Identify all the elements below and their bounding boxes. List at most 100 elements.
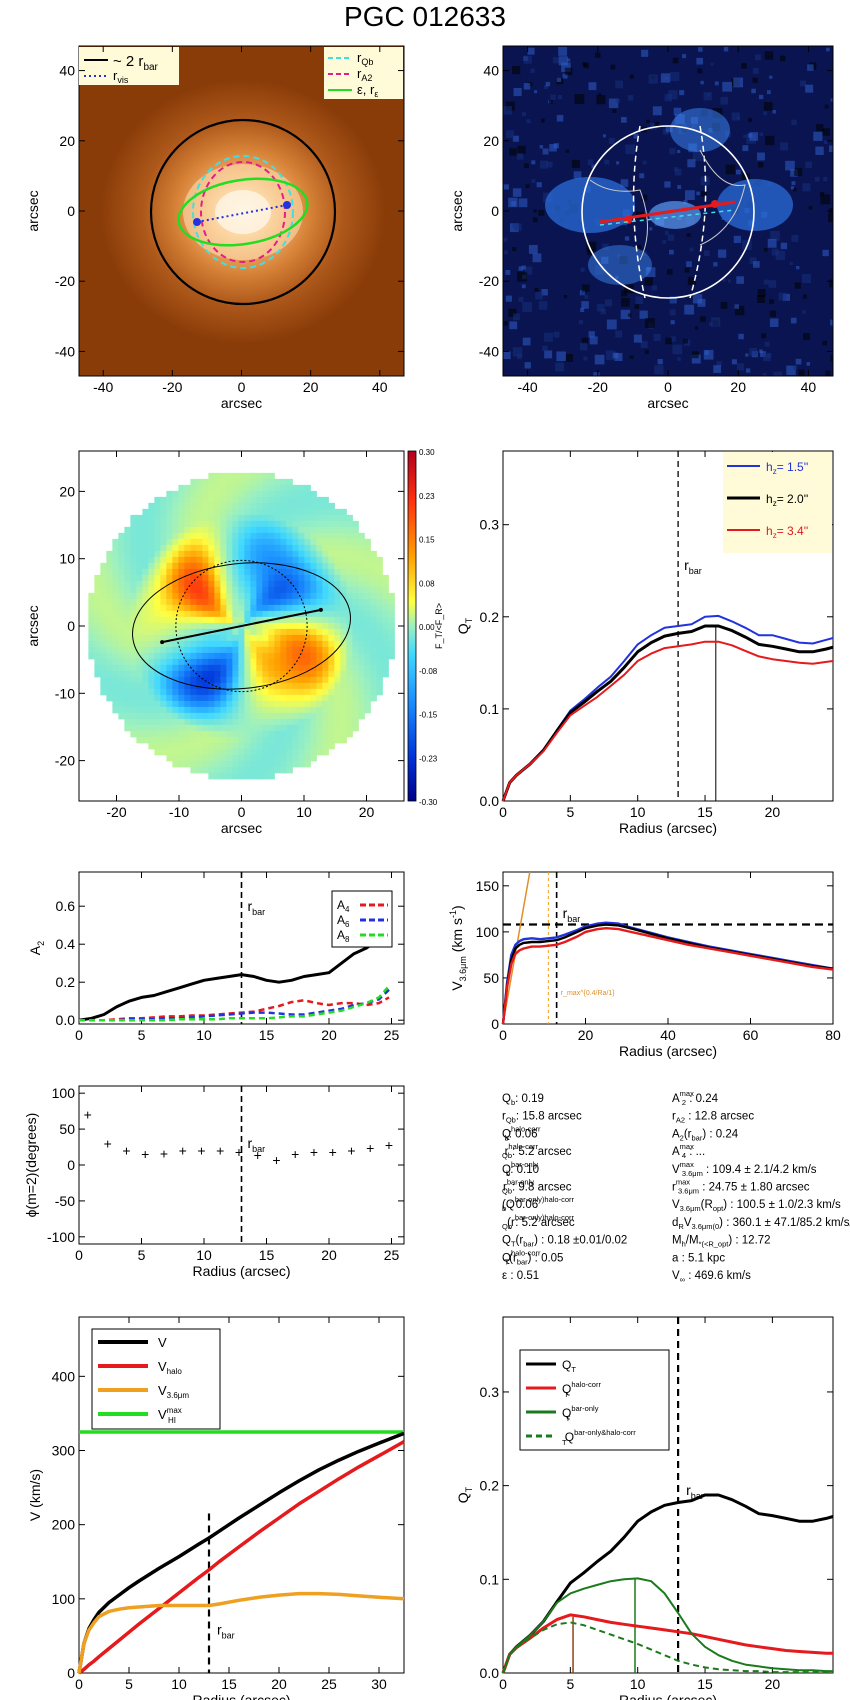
x-tick-label: 5 xyxy=(566,1676,574,1692)
x-tick-label: 25 xyxy=(384,1247,400,1263)
param-line: rmax 3.6μm : 24.75 ± 1.80 arcsec xyxy=(672,1178,810,1196)
qt-corr-line-1 xyxy=(501,1613,833,1674)
rbar-circle xyxy=(175,559,308,693)
x-axis-label: arcsec xyxy=(221,820,262,836)
param-line: dRV3.6μm(0) : 360.1 ± 47.1/85.2 km/s/kpc xyxy=(672,1217,850,1231)
legend-label: hz= 2.0'' xyxy=(766,492,808,508)
x-tick-label: -40 xyxy=(517,379,537,395)
y-tick-label: 0 xyxy=(67,1157,75,1173)
legend-label: Qbar-only&halo-corr T xyxy=(562,1428,636,1447)
x-tick-label: 10 xyxy=(630,1676,646,1692)
x-tick-label: -10 xyxy=(169,804,189,820)
y-tick-label: 0.0 xyxy=(56,1012,76,1028)
param-line: rQb: 15.8 arcsec xyxy=(502,1111,582,1125)
phase-point: + xyxy=(366,1140,374,1156)
legend-label: A6 xyxy=(337,913,350,929)
v-line-0 xyxy=(77,1431,405,1674)
legend-qt-box xyxy=(519,1349,670,1451)
legend-label: hz= 3.4'' xyxy=(766,524,808,540)
panel-qt-hz: 0 5 10 15 20 0.0 0.1 0.2 0.3 Radius (arcsec) QT rb… xyxy=(455,450,834,836)
y-tick-label: 0.1 xyxy=(480,1571,500,1587)
y-tick-label: 0.3 xyxy=(480,517,500,533)
y-tick-label: 100 xyxy=(476,924,500,940)
y-tick-label: 0.2 xyxy=(480,1478,500,1494)
param-line: rbar-only Qb: 9.8 arcsec xyxy=(502,1178,572,1196)
param-line: Amax 2 : 0.24 xyxy=(672,1089,719,1107)
y-tick-label: 20 xyxy=(483,133,499,149)
rbar-label: rbar xyxy=(248,898,266,917)
qt-corr-line-0 xyxy=(501,1493,834,1674)
phase-point: + xyxy=(84,1107,92,1123)
y-tick-label: 300 xyxy=(52,1443,76,1459)
x-tick-label: 0 xyxy=(664,379,672,395)
param-line: Vmax 3.6μm : 109.4 ± 2.1/4.2 km/s xyxy=(672,1160,817,1178)
rmax-annotation: r_max^{0.4/Ra/1} xyxy=(561,990,616,997)
y-tick-label: 20 xyxy=(59,483,75,499)
param-line: V3.6μm(Ropt) : 100.5 ± 1.0/2.3 km/s xyxy=(672,1199,841,1213)
x-axis-label: Radius (arcsec) xyxy=(192,1263,290,1279)
x-axis-label: Radius (arcsec) xyxy=(619,1692,717,1700)
colorbar-tick: 0.08 xyxy=(419,579,435,588)
param-line: ε : 0.51 xyxy=(502,1270,539,1282)
y-tick-label: 200 xyxy=(52,1517,76,1533)
colorbar xyxy=(407,450,417,802)
legend-label: Qhalo-corr T xyxy=(562,1380,601,1399)
param-line: a : 5.1 kpc xyxy=(672,1252,725,1264)
y-tick-label: -20 xyxy=(55,273,75,289)
y-axis-label: QT xyxy=(455,1486,474,1503)
x-axis-label: arcsec xyxy=(221,395,262,411)
colorbar-tick: 0.00 xyxy=(419,623,435,632)
y-tick-label: 0.2 xyxy=(480,609,500,625)
y-axis-label: QT xyxy=(455,617,474,634)
phase-point: + xyxy=(160,1146,168,1162)
param-line: Qb: 0.19 xyxy=(502,1093,544,1107)
param-line: (rbar-only)halo-corr Qb : 5.2 arcsec xyxy=(502,1213,575,1231)
x-tick-label: 25 xyxy=(384,1027,400,1043)
legend-hz-box xyxy=(723,452,832,553)
phase-point: + xyxy=(104,1135,112,1151)
legend-label: V3.6μm xyxy=(158,1383,189,1400)
x-tick-label: 20 xyxy=(765,1676,781,1692)
y-tick-label: -50 xyxy=(55,1193,75,1209)
x-tick-label: 5 xyxy=(138,1247,146,1263)
x-tick-label: 0 xyxy=(499,804,507,820)
legend-rA2: rA2 xyxy=(357,66,372,83)
x-tick-label: 0 xyxy=(499,1027,507,1043)
epsilon-ellipse xyxy=(177,177,309,247)
legend-label: Qbar-only T xyxy=(562,1404,599,1423)
legend-label: Vmax HI xyxy=(158,1406,182,1425)
legend-label: V xyxy=(158,1335,167,1350)
y-axis-label: A2 xyxy=(27,941,46,955)
legend-2rbar: ~ 2 rbar xyxy=(113,53,159,73)
y-tick-label: 150 xyxy=(476,878,500,894)
y-axis-label: arcsec xyxy=(449,190,465,231)
y-axis-label: arcsec xyxy=(25,190,41,231)
am-line-2 xyxy=(79,988,390,1022)
am-line-3 xyxy=(79,985,390,1022)
rvis-line xyxy=(196,204,288,223)
x-tick-label: -20 xyxy=(162,379,182,395)
bar-ellipse xyxy=(132,562,351,690)
x-tick-label: 5 xyxy=(566,804,574,820)
rbar-label: rbar xyxy=(684,557,702,576)
x-tick-label: 80 xyxy=(825,1027,841,1043)
param-line: QT(rbar) : 0.18 ±0.01/0.02 xyxy=(502,1235,627,1249)
x-tick-label: 0 xyxy=(238,804,246,820)
panel-image-optical: ~ 2 rbar rvis rQb rA2 ε, rε -40 -20 0 20 40 -… xyxy=(25,45,405,411)
x-tick-label: 20 xyxy=(321,1247,337,1263)
x-tick-label: 5 xyxy=(138,1027,146,1043)
x-tick-label: 40 xyxy=(372,379,388,395)
am-line-0 xyxy=(78,924,391,1022)
y-tick-label: 0.3 xyxy=(480,1384,500,1400)
phase-point: + xyxy=(272,1152,280,1168)
y-tick-label: 0.1 xyxy=(480,701,500,717)
rbar-label: rbar xyxy=(563,905,581,924)
colorbar-tick: 0.30 xyxy=(419,448,435,457)
x-tick-label: 15 xyxy=(697,1676,713,1692)
phase-point: + xyxy=(216,1143,224,1159)
y-tick-label: 50 xyxy=(483,970,499,986)
y-tick-label: 40 xyxy=(483,63,499,79)
x-tick-label: -20 xyxy=(106,804,126,820)
panel-v36: 0 20 40 60 80 0 50 100 150 Radius (arcsec) V3.6μm … xyxy=(448,871,841,1059)
